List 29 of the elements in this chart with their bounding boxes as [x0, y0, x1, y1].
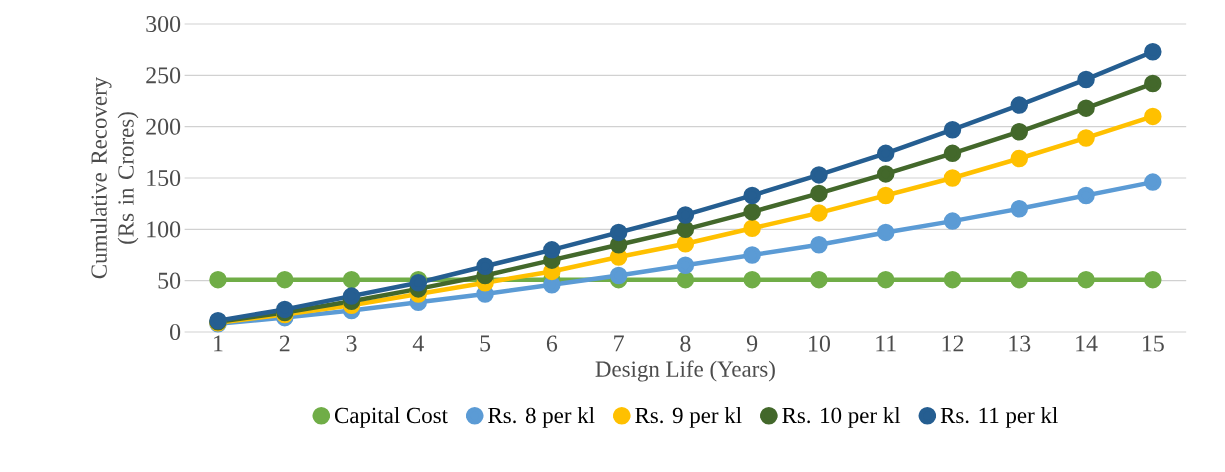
legend-label: Capital Cost	[334, 407, 448, 428]
x-tick-label: 2	[279, 335, 290, 352]
x-tick-label: 5	[480, 335, 491, 352]
x-tick-label: 9	[746, 335, 758, 352]
x-tick-label: 4	[412, 335, 424, 352]
y-tick-label: 0	[170, 323, 181, 341]
legend-label: Rs. 8 per kl	[488, 407, 595, 428]
y-tick-label: 250	[146, 67, 181, 84]
x-tick-label: 7	[614, 335, 624, 352]
x-tick-label: 1	[214, 335, 223, 352]
x-tick-label: 10	[809, 335, 830, 352]
x-tick-label: 3	[346, 335, 357, 352]
y-tick-label: 300	[146, 15, 181, 33]
x-tick-label: 14	[1076, 335, 1098, 352]
y-tick-label: 200	[146, 118, 181, 135]
x-tick-label: 12	[942, 335, 964, 352]
x-tick-label: 15	[1142, 335, 1164, 352]
y-tick-label: 150	[147, 169, 181, 187]
legend-label: Rs. 11 per kl	[940, 407, 1058, 428]
legend-label: Rs. 9 per kl	[635, 407, 742, 428]
x-tick-label: 6	[546, 335, 558, 352]
y-axis-title: Cumulative Recovery (Rs in Crores)	[90, 76, 139, 279]
x-tick-label: 13	[1009, 335, 1031, 352]
x-axis-title: Design Life (Years)	[595, 360, 775, 382]
y-tick-label: 100	[147, 221, 181, 238]
x-tick-label: 8	[680, 335, 691, 352]
legend-label: Rs. 10 per kl	[782, 407, 901, 428]
y-tick-label: 50	[158, 272, 181, 289]
x-tick-label: 11	[876, 335, 896, 352]
